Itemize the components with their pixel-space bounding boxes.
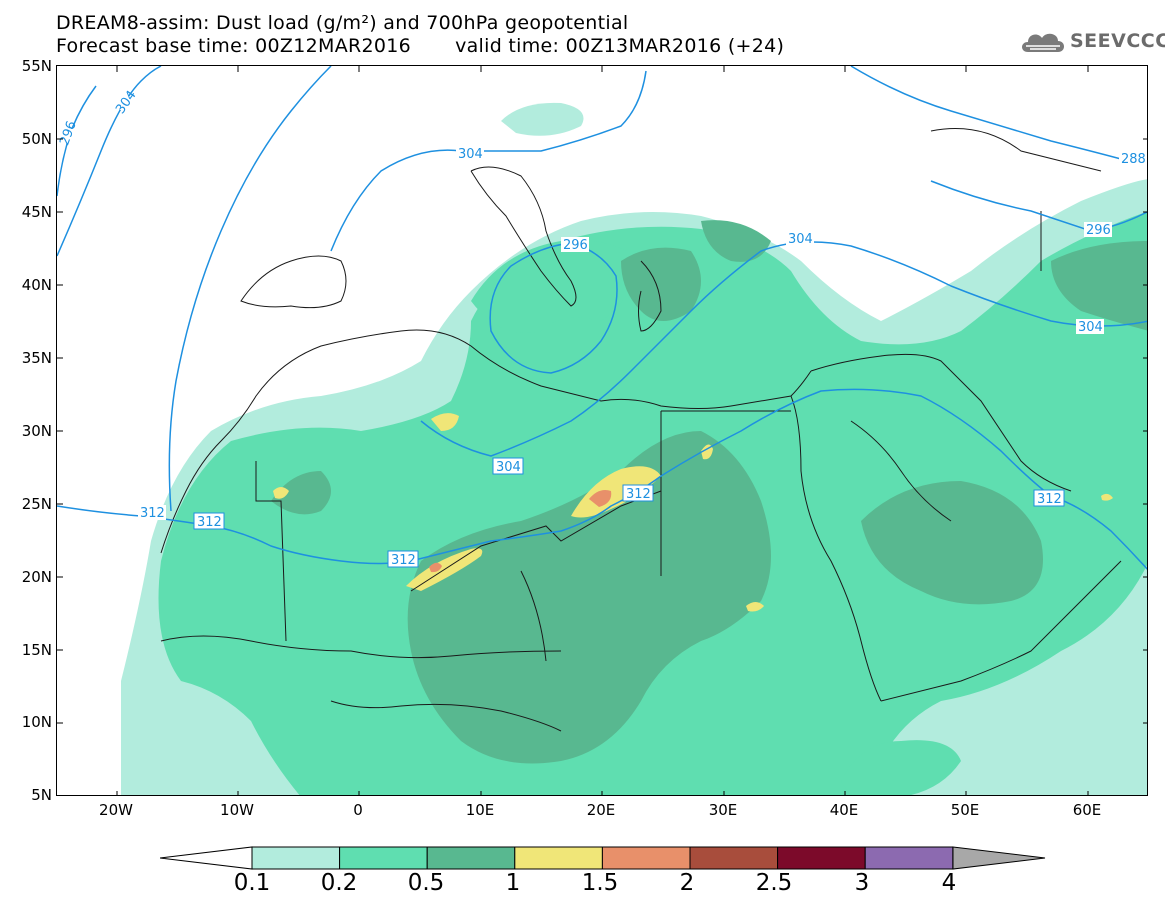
lon-label: 20E	[586, 801, 616, 819]
contour-label-bg	[1119, 151, 1147, 166]
contour-labels: 296 304 304 296 304 288 296 304 304 312 …	[57, 88, 1147, 568]
map-title: DREAM8-assim: Dust load (g/m²) and 700hP…	[56, 12, 629, 34]
colorbar-label: 4	[941, 870, 957, 896]
colorbar-label: 1.5	[581, 870, 619, 896]
contour-label: 304	[788, 232, 813, 247]
lon-label: 10W	[220, 801, 254, 819]
lon-label: 20W	[99, 801, 133, 819]
colorbar-label: 1	[505, 870, 521, 896]
contour-label: 312	[197, 515, 222, 530]
lon-label: 40E	[829, 801, 859, 819]
contour-label-bg	[138, 505, 166, 520]
logo-text: SEEVCCC	[1070, 30, 1165, 52]
contour-label: 304	[1078, 320, 1103, 335]
seevccc-logo: SEEVCCC	[1018, 26, 1165, 58]
lon-label: 0	[353, 801, 363, 819]
colorbar	[160, 846, 1046, 870]
dust-level-1-5	[429, 490, 612, 573]
colorbar-swatch	[426, 846, 516, 870]
contour-label: 296	[57, 119, 80, 147]
contour-label-bg	[387, 550, 419, 568]
lat-label: 10N	[21, 713, 52, 731]
map-panel: 296 304 304 296 304 288 296 304 304 312 …	[56, 65, 1148, 796]
dust-map: 296 304 304 296 304 288 296 304 304 312 …	[57, 66, 1147, 795]
forecast-base-time: Forecast base time: 00Z12MAR2016	[56, 35, 412, 57]
contour-label-bg	[786, 231, 814, 246]
colorbar-label: 3	[854, 870, 870, 896]
lat-label: 30N	[21, 422, 52, 440]
lat-label: 50N	[21, 130, 52, 148]
valid-time: valid time: 00Z13MAR2016 (+24)	[455, 35, 785, 57]
contour-label-bg	[492, 457, 524, 475]
lat-label: 25N	[21, 495, 52, 513]
contour-label-bg	[1033, 489, 1065, 507]
lon-label: 30E	[708, 801, 738, 819]
contour-label: 304	[496, 460, 521, 475]
lat-label: 45N	[21, 203, 52, 221]
contour-label: 312	[391, 553, 416, 568]
lat-label: 20N	[21, 568, 52, 586]
contour-label: 312	[140, 506, 165, 521]
contour-label-bg	[1076, 319, 1104, 334]
colorbar-left-arrow	[160, 846, 253, 870]
colorbar-label: 2	[679, 870, 695, 896]
axis-ticks	[57, 66, 1147, 795]
contour-label-bg	[1084, 222, 1112, 237]
colorbar-label: 0.1	[233, 870, 271, 896]
cloud-icon	[1022, 33, 1064, 52]
colorbar-swatch	[339, 846, 428, 870]
map-subtitle: Forecast base time: 00Z12MAR2016 valid ti…	[56, 35, 784, 57]
colorbar-swatch	[864, 846, 954, 870]
colorbar-swatch	[514, 846, 603, 870]
contour-label-bg	[193, 512, 225, 530]
contour-label-bg	[456, 146, 484, 161]
colorbar-swatch	[601, 846, 691, 870]
colorbar-label: 0.5	[407, 870, 445, 896]
contour-label-bg	[561, 237, 589, 252]
lat-label: 40N	[21, 276, 52, 294]
lat-label: 35N	[21, 349, 52, 367]
contour-label: 288	[1121, 152, 1146, 167]
colorbar-right-arrow	[952, 846, 1046, 870]
lon-label: 10E	[465, 801, 495, 819]
colorbar-label: 0.2	[320, 870, 358, 896]
contour-label: 312	[1037, 492, 1062, 507]
colorbar-swatch	[689, 846, 779, 870]
colorbar-swatches	[251, 846, 954, 870]
contour-label-bg	[111, 96, 137, 110]
lon-label: 60E	[1072, 801, 1102, 819]
colorbar-swatch	[251, 846, 341, 870]
contour-label: 296	[1086, 223, 1111, 238]
dust-level-0-5	[271, 220, 1147, 764]
lat-label: 55N	[21, 57, 52, 75]
colorbar-label: 2.5	[755, 870, 793, 896]
lon-label: 50E	[950, 801, 980, 819]
contour-label: 312	[626, 487, 651, 502]
contour-label: 304	[458, 147, 483, 162]
country-borders	[160, 128, 1122, 732]
colorbar-swatch	[777, 846, 866, 870]
lat-label: 15N	[21, 641, 52, 659]
contour-label: 296	[563, 238, 588, 253]
geopotential-contours	[57, 66, 1147, 570]
lat-label: 5N	[31, 786, 52, 804]
contour-label-bg	[622, 484, 654, 502]
